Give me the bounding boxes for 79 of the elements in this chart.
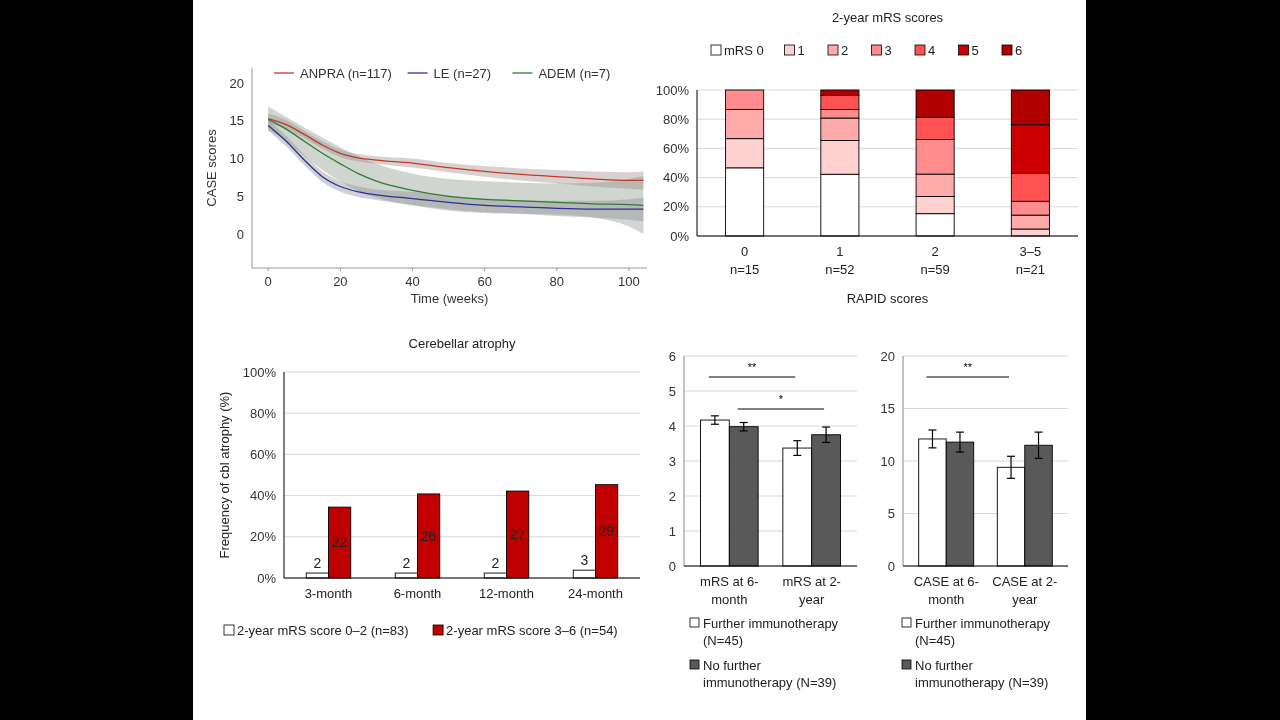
annotation: 27 [509,526,526,543]
x-tick-label: 3-month [304,586,353,601]
annotation: * [778,393,784,405]
y-tick-label: 80% [662,111,690,127]
y-tick-label: 0 [668,558,676,574]
y-tick-label: 1 [668,523,676,539]
x-axis-title: Time (weeks) [410,291,489,306]
x-tick-label: 80 [549,274,565,289]
annotation: ** [963,361,973,373]
x-tick-label: 3–5 n=21 [1015,244,1046,277]
x-tick-label: 1 n=52 [825,244,855,277]
x-tick-label: mRS at 2-year [782,574,841,607]
chart-title: 2-year mRS scores [831,10,944,25]
legend-label: ANPRA (n=117) [300,65,392,81]
y-tick-label: 0% [257,570,277,586]
y-tick-label: 5 [887,506,895,522]
legend-label: 6 [1015,42,1023,58]
y-tick-label: 40% [662,170,690,186]
annotation: ** [747,361,758,373]
y-tick-label: 4 [668,418,676,434]
y-tick-label: 5 [668,383,676,399]
y-axis-title: Frequency of cbl atrophy (%) [217,391,232,559]
x-tick-label: 40 [405,274,420,289]
annotation: 3 [580,552,589,569]
x-tick-label: CASE at 2-year [992,574,1058,607]
annotation: 2 [402,555,411,572]
annotation: 26 [420,527,437,544]
y-tick-label: 0 [236,226,244,242]
line-series [267,117,645,182]
y-tick-label: 15 [880,401,895,417]
x-axis-title: RAPID scores [846,291,929,306]
x-tick-label: 12-month [479,586,534,601]
legend-label: 5 [971,42,979,58]
legend-label: 4 [928,42,936,58]
legend-label: 1 [797,42,805,58]
legend-label: 2-year mRS score 0–2 (n=83) [237,622,409,638]
y-tick-label: 60% [662,140,690,156]
y-tick-label: 5 [236,188,244,204]
legend-label: mRS 0 [724,42,764,58]
legend-label: 2 [841,42,849,58]
y-tick-label: 15 [229,113,244,129]
legend-label: No further immunotherapy (N=39) [703,657,837,690]
y-tick-label: 40% [249,488,277,504]
y-tick-label: 10 [229,151,244,167]
y-tick-label: 3 [668,453,676,469]
y-tick-label: 10 [880,453,895,469]
x-tick-label: 2 n=59 [920,244,950,277]
x-tick-label: 60 [477,274,492,289]
legend-label: LE (n=27) [433,65,492,81]
x-tick-label: 20 [333,274,348,289]
annotation: 2 [313,555,322,572]
y-tick-label: 20 [880,348,895,364]
y-tick-label: 60% [249,446,277,462]
y-axis-title: CASE scores [204,128,219,207]
y-tick-label: 6 [668,348,676,364]
x-tick-label: mRS at 6-month [700,574,759,607]
y-tick-label: 2 [668,488,676,504]
annotation: 29 [598,523,615,540]
y-tick-label: 80% [249,405,277,421]
legend-label: ADEM (n=7) [538,65,611,81]
legend-label: No further immunotherapy (N=39) [915,657,1049,690]
x-tick-label: 24-month [568,586,623,601]
legend-label: 2-year mRS score 3–6 (n=54) [446,622,618,638]
chart-title: Cerebellar atrophy [408,336,516,351]
annotation: 2 [491,555,500,572]
y-tick-label: 100% [655,82,690,98]
y-tick-label: 20% [249,529,277,545]
y-tick-label: 100% [242,364,277,380]
legend-label: Further immunotherapy (N=45) [915,615,1051,648]
y-tick-label: 20% [662,199,690,215]
y-tick-label: 0 [887,558,895,574]
legend-label: Further immunotherapy (N=45) [703,615,839,648]
y-tick-label: 0% [670,228,690,244]
annotation: 22 [331,534,348,551]
x-tick-label: 100 [618,274,640,289]
x-tick-label: CASE at 6-month [913,574,979,607]
x-tick-label: 6-month [393,586,442,601]
y-tick-label: 20 [229,75,244,91]
x-tick-label: 0 n=15 [729,244,760,277]
